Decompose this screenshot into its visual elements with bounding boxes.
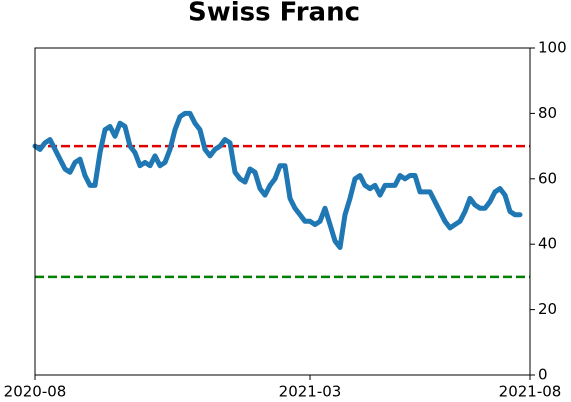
plot-frame [34,47,531,376]
y-tick-label: 40 [538,235,557,253]
x-tick-label: 2020-08 [4,383,67,401]
y-tick-label: 60 [538,169,557,187]
y-tick-label: 100 [538,39,567,57]
chart-title: Swiss Franc [188,0,360,28]
line [32,110,523,250]
y-tick-label: 20 [538,300,557,318]
y-tick-label: 0 [538,366,548,384]
x-tick-label: 2021-03 [279,383,342,401]
x-tick-label: 2021-08 [499,383,562,401]
y-tick-label: 80 [538,104,557,122]
